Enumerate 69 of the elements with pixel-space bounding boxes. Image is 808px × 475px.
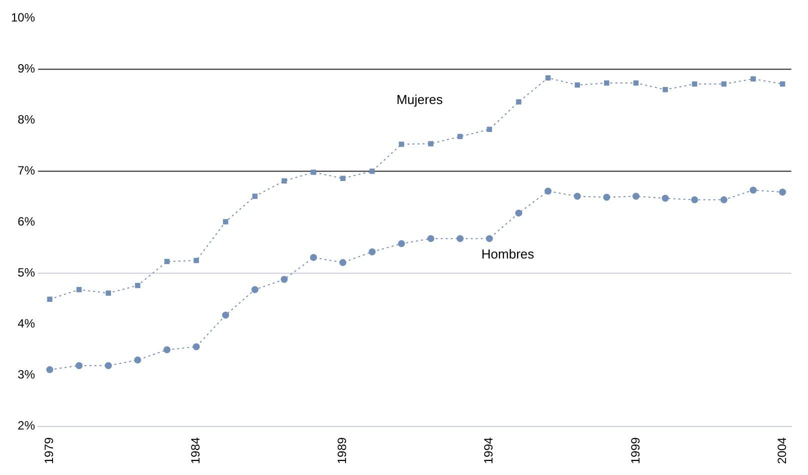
point [164,258,170,264]
point [486,126,492,132]
point [76,362,83,370]
point [486,235,493,242]
y-tick-label: 5% [18,266,36,280]
x-tick-label: 2004 [774,436,789,464]
point [106,290,111,296]
point [662,194,669,202]
point [604,80,610,86]
point [545,75,551,81]
x-tick-label: 1999 [628,436,642,464]
x-tick-label: 1979 [42,436,56,464]
point [398,142,404,147]
point [222,312,230,319]
y-tick-label: 7% [18,164,36,178]
y-tick-label: 2% [18,418,36,433]
point [222,219,228,224]
x-tick-label: 1994 [482,436,496,464]
point [340,176,346,182]
point [76,286,82,292]
point [750,186,757,194]
point [662,86,668,92]
point [780,81,786,87]
point [370,168,375,174]
point [457,134,463,140]
y-tick-label: 8% [18,112,36,127]
point [603,194,610,201]
point [192,343,200,350]
point [574,82,580,88]
point [456,235,464,242]
point [544,188,552,195]
point [104,362,112,370]
x-tick-label: 1984 [188,436,203,464]
point [515,210,522,217]
point [252,194,258,199]
point [134,356,142,364]
point [516,99,522,104]
y-tick-label: 4% [18,316,36,331]
point [194,258,199,264]
point [339,259,346,266]
point [310,170,316,175]
point [163,346,170,354]
point [135,282,140,288]
point [280,276,288,283]
point [691,196,698,204]
y-tick-label: 6% [18,214,36,229]
point [721,81,727,87]
text: Mujeres [396,92,444,108]
point [720,196,728,204]
point [779,188,786,196]
point [398,240,405,248]
point [574,192,581,200]
y-tick-label: 10% [10,10,36,25]
series-label: Hombres [481,246,535,262]
point [750,76,756,82]
point [427,235,434,242]
point [428,141,434,146]
point [47,296,52,302]
point [632,192,640,200]
y-tick-label: 3% [18,368,36,382]
x-tick-label: 1989 [335,436,350,464]
point [251,286,258,294]
point [368,248,376,256]
point [282,178,287,184]
y-tick-label: 9% [18,62,36,76]
point [633,80,639,86]
point [310,254,318,261]
point [46,366,54,374]
point [692,81,698,87]
